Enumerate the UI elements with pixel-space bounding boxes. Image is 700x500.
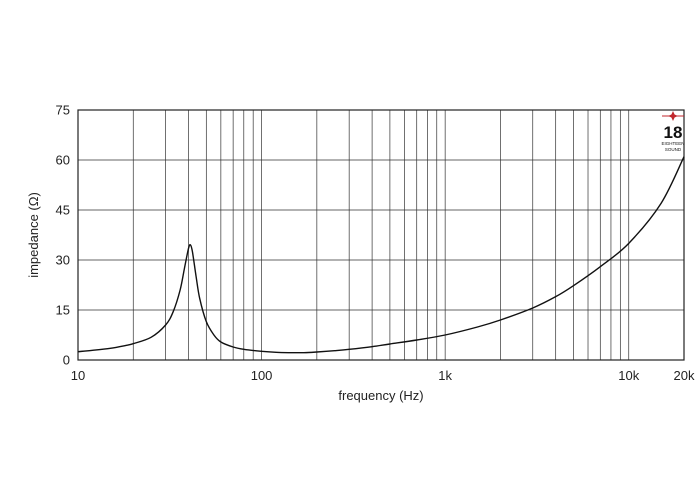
y-axis-ticks: 0 15 30 45 60 75 <box>56 103 70 368</box>
x-tick-label: 100 <box>251 368 273 383</box>
logo-subtext-2: SOUND <box>665 147 682 152</box>
x-axis-title: frequency (Hz) <box>338 388 423 403</box>
logo-number: 18 <box>664 123 683 142</box>
impedance-curve <box>77 156 685 354</box>
brand-logo: 18 EIGHTEEN SOUND <box>661 111 685 152</box>
y-tick-label: 30 <box>56 253 70 268</box>
y-tick-label: 15 <box>56 303 70 318</box>
x-tick-label: 10k <box>618 368 639 383</box>
plot-frame <box>77 109 685 361</box>
y-tick-label: 60 <box>56 153 70 168</box>
x-tick-label: 20k <box>674 368 695 383</box>
x-tick-label: 10 <box>71 368 85 383</box>
y-tick-label: 45 <box>56 203 70 218</box>
grid-lines <box>78 110 684 360</box>
y-tick-label: 75 <box>56 103 70 118</box>
y-tick-label: 0 <box>63 353 70 368</box>
logo-star-icon <box>662 111 684 121</box>
x-tick-label: 1k <box>438 368 452 383</box>
x-axis-ticks: 10 100 1k 10k 20k <box>71 368 695 383</box>
logo-subtext-1: EIGHTEEN <box>661 141 684 146</box>
y-axis-title: impedance (Ω) <box>26 192 41 278</box>
